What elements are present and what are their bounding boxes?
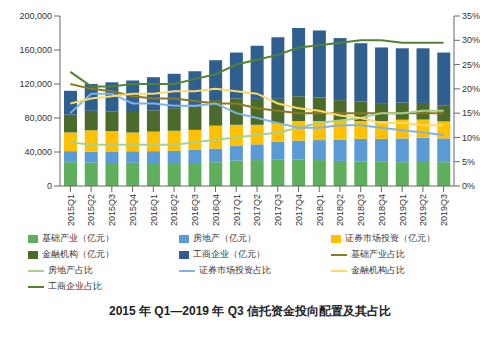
svg-text:2017Q4: 2017Q4 xyxy=(294,194,304,226)
html-text:金融机构（亿元）: 金融机构（亿元） xyxy=(42,249,114,259)
svg-text:200,000: 200,000 xyxy=(19,11,52,21)
svg-text:2017Q1: 2017Q1 xyxy=(232,194,242,226)
html-text:2015 年 Q1—2019 年 Q3 信托资金投向配置及其: 2015 年 Q1—2019 年 Q3 信托资金投向配置及其占比 xyxy=(109,304,391,318)
html-text:工商企业占比: 工商企业占比 xyxy=(48,281,102,291)
svg-text:15%: 15% xyxy=(462,108,480,118)
html-text:基础产业（亿元）: 基础产业（亿元） xyxy=(42,233,114,243)
svg-text:160,000: 160,000 xyxy=(19,45,52,55)
svg-text:2018Q4: 2018Q4 xyxy=(377,194,387,226)
html-text:工商企业（亿元）: 工商企业（亿元） xyxy=(193,249,266,259)
svg-text:2018Q1: 2018Q1 xyxy=(315,194,325,226)
svg-text:20%: 20% xyxy=(462,84,480,94)
html-text:房地产占比: 房地产占比 xyxy=(48,265,93,275)
html-text:证券市场投资（亿元）: 证券市场投资（亿元） xyxy=(344,233,435,243)
svg-text:2018Q3: 2018Q3 xyxy=(356,194,366,226)
svg-text:5%: 5% xyxy=(462,157,475,167)
svg-text:0: 0 xyxy=(47,181,52,191)
svg-text:30%: 30% xyxy=(462,35,480,45)
svg-text:35%: 35% xyxy=(462,11,480,21)
html-text:基础产业占比: 基础产业占比 xyxy=(350,249,405,259)
svg-text:2019Q1: 2019Q1 xyxy=(398,194,408,226)
svg-text:2016Q2: 2016Q2 xyxy=(169,194,179,226)
html-text:证券市场投资占比: 证券市场投资占比 xyxy=(199,265,272,275)
svg-text:2018Q2: 2018Q2 xyxy=(335,194,345,226)
svg-text:2016Q1: 2016Q1 xyxy=(149,194,159,226)
svg-text:2015Q4: 2015Q4 xyxy=(128,194,138,226)
svg-text:2015Q1: 2015Q1 xyxy=(66,194,76,226)
svg-text:2015Q3: 2015Q3 xyxy=(107,194,117,226)
svg-text:2019Q2: 2019Q2 xyxy=(418,194,428,226)
svg-text:80,000: 80,000 xyxy=(24,113,52,123)
svg-text:25%: 25% xyxy=(462,60,480,70)
html-text:房地产（亿元）: 房地产（亿元） xyxy=(193,233,257,243)
svg-text:2019Q3: 2019Q3 xyxy=(439,194,449,226)
svg-text:2017Q2: 2017Q2 xyxy=(252,194,262,226)
html-text:金融机构占比: 金融机构占比 xyxy=(350,265,405,275)
svg-text:0%: 0% xyxy=(462,181,475,191)
svg-text:2016Q4: 2016Q4 xyxy=(211,194,221,226)
svg-text:10%: 10% xyxy=(462,133,480,143)
svg-text:2016Q3: 2016Q3 xyxy=(190,194,200,226)
svg-text:2017Q3: 2017Q3 xyxy=(273,194,283,226)
svg-text:120,000: 120,000 xyxy=(19,79,52,89)
svg-text:2015Q2: 2015Q2 xyxy=(86,194,96,226)
svg-text:40,000: 40,000 xyxy=(24,147,52,157)
